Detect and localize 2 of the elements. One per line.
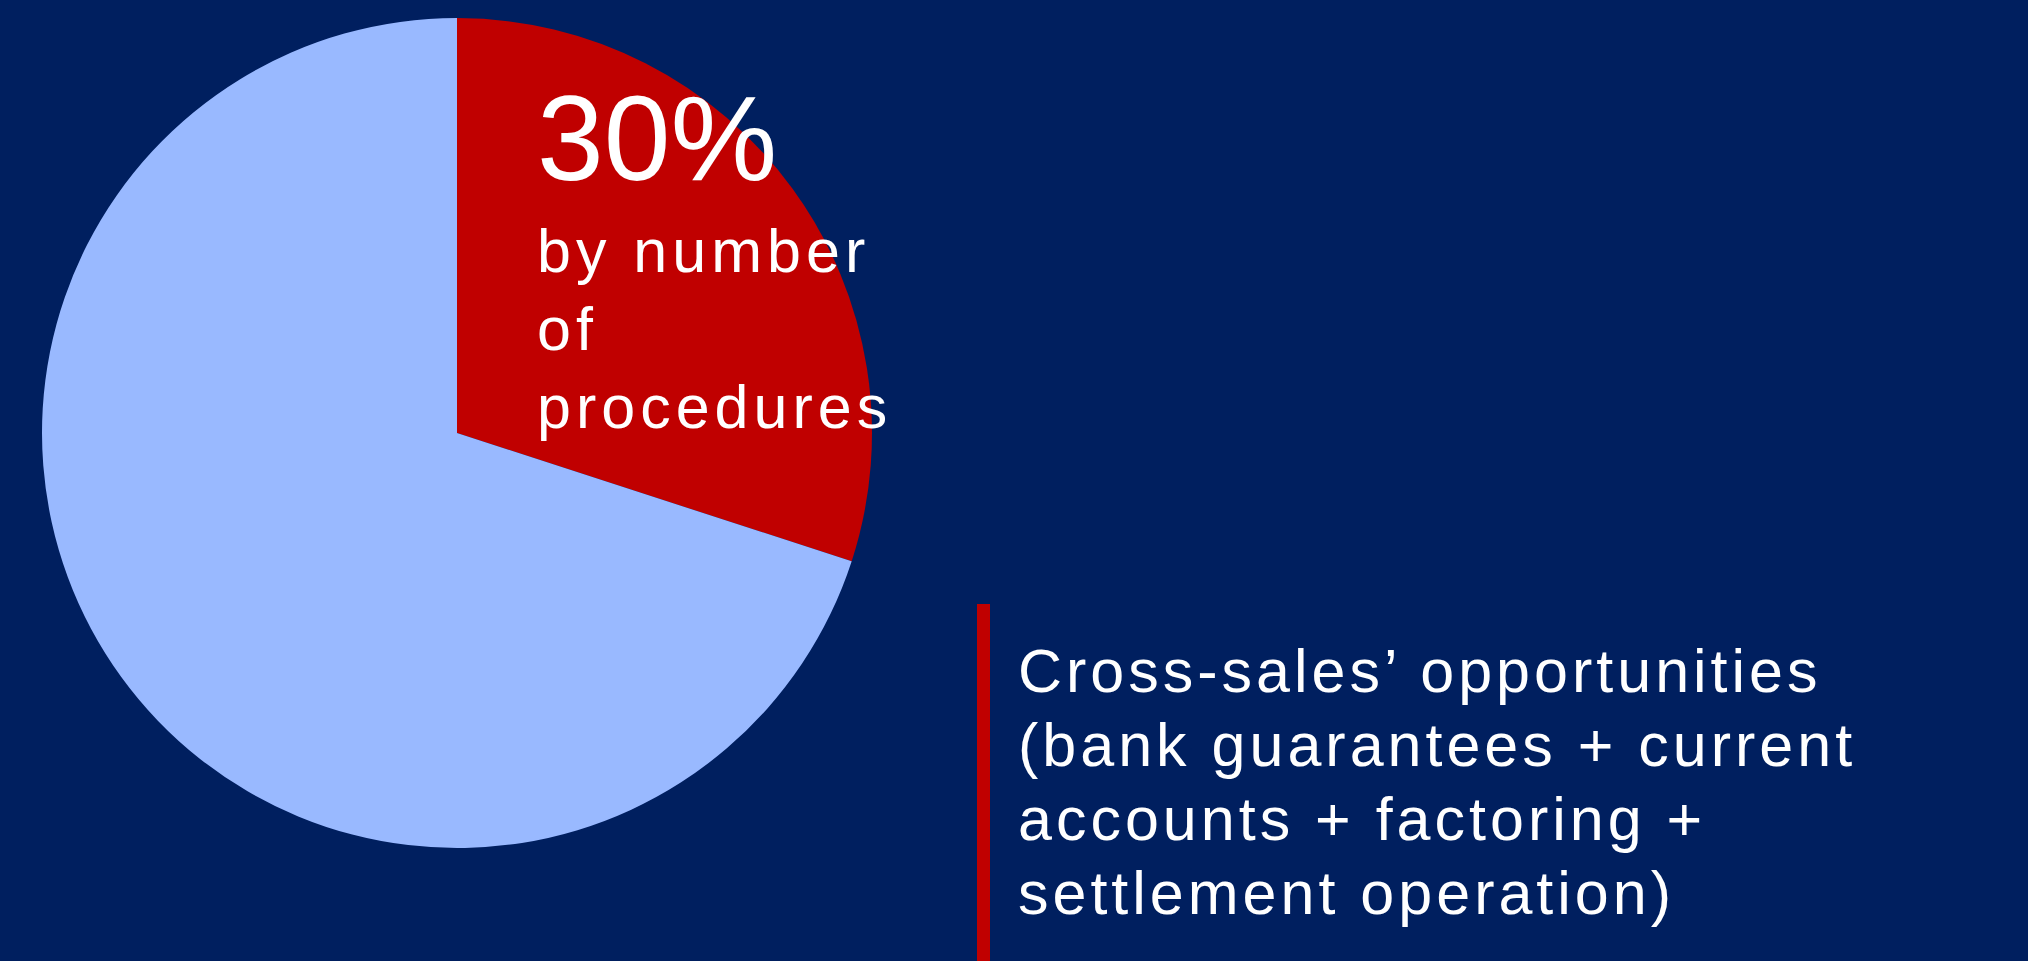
- data-label: 30%: [537, 71, 778, 205]
- text: Cross-sales’ opportunities (bank guarantees + current accounts + factoring + settlement operation): [1018, 636, 1858, 929]
